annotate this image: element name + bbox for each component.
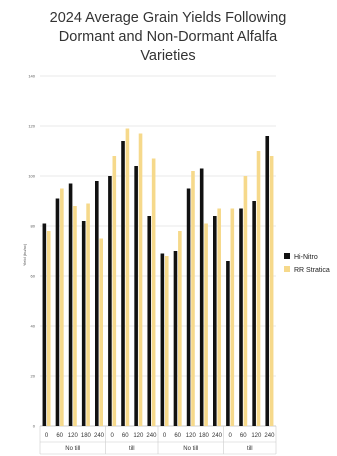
x-tick-label: 120 <box>186 433 197 439</box>
bar-rr-stratica <box>86 203 90 426</box>
x-tick-label: 0 <box>110 433 114 439</box>
bar-hi-nitro <box>147 216 152 426</box>
y-tick-label: 140 <box>28 74 35 79</box>
title-line-3: Varieties <box>140 48 195 64</box>
bar-rr-stratica <box>164 256 169 426</box>
legend-label: RR Stratica <box>294 267 330 274</box>
bar-rr-stratica <box>151 158 156 426</box>
y-tick-label: 60 <box>31 274 36 279</box>
x-tick-label: 0 <box>45 433 49 439</box>
group-label: till <box>129 446 135 452</box>
bar-hi-nitro <box>252 201 256 426</box>
group-label: till <box>247 446 253 452</box>
title-line-2: Dormant and Non-Dormant Alfalfa <box>59 29 278 45</box>
y-axis-label: Yield (bu/ac) <box>22 243 27 266</box>
legend: Hi-Nitro RR Stratica <box>284 253 330 274</box>
bar-rr-stratica <box>178 231 182 426</box>
title-line-1: 2024 Average Grain Yields Following <box>50 10 287 26</box>
x-tick-label: 60 <box>56 433 63 439</box>
bar-rr-stratica <box>243 176 248 426</box>
bar-hi-nitro <box>239 208 243 426</box>
x-tick-label: 240 <box>94 433 105 439</box>
bar-rr-stratica <box>60 188 64 426</box>
bar-hi-nitro <box>173 251 178 426</box>
y-tick-label: 100 <box>28 174 35 179</box>
x-tick-label: 240 <box>146 433 157 439</box>
bar-rr-stratica <box>138 133 143 426</box>
x-tick-label: 240 <box>264 433 275 439</box>
bar-rr-stratica <box>112 156 117 426</box>
bar-hi-nitro <box>55 198 60 426</box>
bar-hi-nitro <box>265 136 270 426</box>
group-label: No till <box>65 446 80 452</box>
bar-rr-stratica <box>230 208 235 426</box>
bar-hi-nitro <box>199 168 204 426</box>
bar-rr-stratica <box>191 171 195 426</box>
bar-hi-nitro <box>81 221 86 426</box>
group-label: No till <box>183 446 198 452</box>
x-tick-label: 180 <box>81 433 92 439</box>
gridlines <box>40 75 276 427</box>
bar-hi-nitro <box>226 261 230 426</box>
bar-hi-nitro <box>121 141 125 426</box>
x-tick-label: 60 <box>174 433 181 439</box>
x-tick-label: 120 <box>251 433 262 439</box>
bar-rr-stratica <box>125 128 130 426</box>
bar-rr-stratica <box>99 238 103 426</box>
y-tick-label: 80 <box>31 224 36 229</box>
bar-hi-nitro <box>213 216 217 426</box>
x-tick-label: 0 <box>228 433 232 439</box>
legend-label: Hi-Nitro <box>294 254 318 261</box>
x-tick-label: 240 <box>212 433 223 439</box>
x-tick-label: 60 <box>122 433 129 439</box>
bar-hi-nitro <box>134 166 138 426</box>
y-tick-label: 40 <box>31 324 36 329</box>
legend-swatch <box>284 266 290 272</box>
bar-rr-stratica <box>73 206 77 426</box>
x-axis: 0 60 120 180 240 0 60 120 240 0 60 120 180 240 0 60 120 2… <box>39 426 277 455</box>
bars <box>42 128 274 426</box>
bar-hi-nitro <box>160 253 165 426</box>
bar-hi-nitro <box>108 176 112 426</box>
bar-hi-nitro <box>95 181 99 426</box>
x-tick-label: 120 <box>133 433 144 439</box>
y-tick-label: 120 <box>28 124 35 129</box>
bar-hi-nitro <box>186 188 191 426</box>
y-tick-label: 20 <box>31 374 36 379</box>
bar-hi-nitro <box>68 183 73 426</box>
bar-hi-nitro <box>42 223 47 426</box>
bar-rr-stratica <box>256 151 261 426</box>
y-tick-labels: 0 20 40 60 80 100 120 140 <box>28 74 35 429</box>
bar-rr-stratica <box>217 208 221 426</box>
x-tick-label: 60 <box>240 433 247 439</box>
x-tick-label: 180 <box>199 433 210 439</box>
bar-rr-stratica <box>46 231 51 426</box>
bar-rr-stratica <box>204 223 208 426</box>
x-tick-label: 0 <box>163 433 167 439</box>
y-tick-label: 0 <box>33 424 36 429</box>
x-tick-label: 120 <box>68 433 79 439</box>
chart-title: 2024 Average Grain Yields Following Dorm… <box>50 10 287 64</box>
bar-rr-stratica <box>269 156 274 426</box>
legend-swatch <box>284 253 290 259</box>
